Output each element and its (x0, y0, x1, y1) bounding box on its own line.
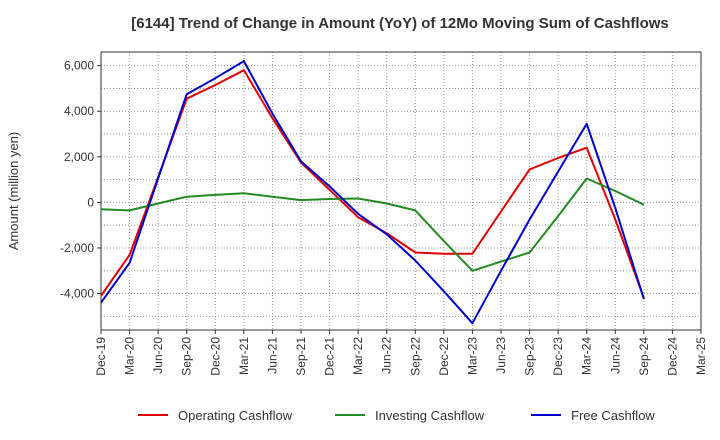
x-tick-label: Dec-21 (323, 337, 337, 376)
x-tick-label: Jun-24 (608, 337, 622, 374)
series-line-investing-cashflow (100, 177, 645, 272)
x-tick-label: Dec-19 (94, 337, 108, 376)
x-tick-label: Sep-23 (523, 337, 537, 376)
y-tick-label: 6,000 (64, 59, 94, 73)
x-axis-ticks: Dec-19 Mar-20 Jun-20 Sep-20 Dec-20 Mar-21 Jun-… (94, 330, 708, 376)
x-tick-label: Sep-21 (294, 337, 308, 376)
legend-label: Operating Cashflow (178, 408, 293, 423)
y-tick-label: -4,000 (60, 287, 94, 301)
legend-label: Free Cashflow (571, 408, 655, 423)
x-tick-label: Mar-23 (465, 337, 479, 375)
x-tick-label: Sep-22 (408, 337, 422, 376)
series-lines (100, 60, 645, 325)
plot-area-frame (100, 51, 702, 331)
x-tick-label: Mar-20 (123, 337, 137, 375)
x-tick-label: Mar-22 (351, 337, 365, 375)
y-tick-label: -2,000 (60, 241, 94, 255)
y-tick-label: 0 (87, 195, 94, 209)
y-axis-ticks: -4,000 -2,000 0 2,000 4,000 6,000 (60, 59, 101, 301)
y-tick-label: 2,000 (64, 150, 94, 164)
y-tick-label: 4,000 (64, 104, 94, 118)
x-tick-label: Mar-21 (237, 337, 251, 375)
chart-title: [6144] Trend of Change in Amount (YoY) o… (131, 15, 669, 32)
x-tick-label: Mar-24 (580, 337, 594, 375)
x-tick-label: Sep-24 (637, 337, 651, 376)
x-tick-label: Jun-20 (151, 337, 165, 374)
x-tick-label: Jun-23 (494, 337, 508, 374)
x-tick-label: Dec-20 (208, 337, 222, 376)
x-tick-label: Dec-24 (665, 337, 679, 376)
series-line-free-cashflow (100, 60, 645, 325)
x-tick-label: Dec-23 (551, 337, 565, 376)
x-tick-label: Jun-21 (265, 337, 279, 374)
legend: Operating Cashflow Investing Cashflow Free… (138, 408, 655, 423)
x-tick-label: Mar-25 (694, 337, 708, 375)
x-tick-label: Dec-22 (437, 337, 451, 376)
y-axis-label: Amount (million yen) (6, 132, 21, 251)
x-tick-label: Sep-20 (180, 337, 194, 376)
legend-label: Investing Cashflow (375, 408, 485, 423)
grid-lines (101, 52, 701, 330)
x-tick-label: Jun-22 (380, 337, 394, 374)
